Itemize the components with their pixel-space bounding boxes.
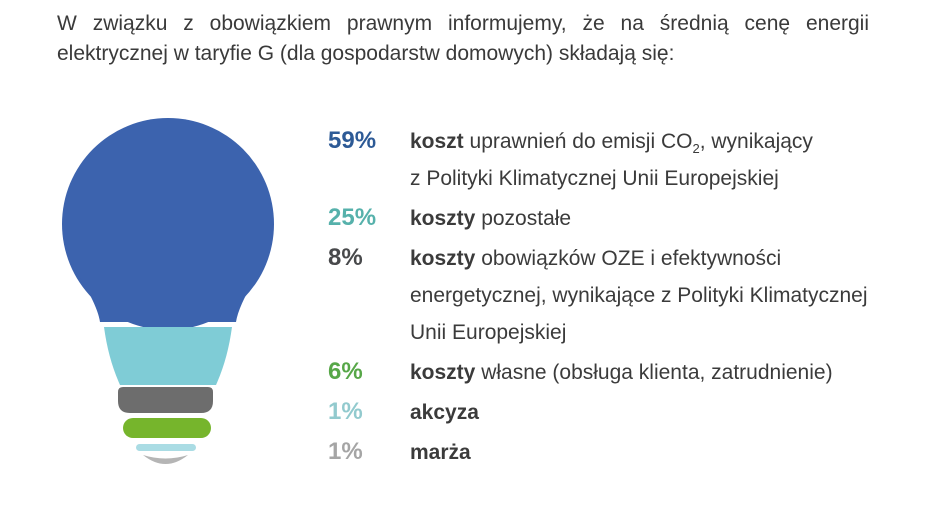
item-label-bold: koszty: [410, 207, 476, 230]
item-label-bold: koszty: [410, 247, 476, 270]
list-item: 1% akcyza: [328, 393, 893, 431]
item-label-bold: akcyza: [410, 401, 479, 424]
percent-value: 8%: [328, 244, 363, 271]
bulb-green-band-icon: [123, 418, 211, 438]
percent-value: 1%: [328, 438, 363, 465]
item-label: koszt uprawnień do emisji CO2, wynikając…: [410, 123, 813, 197]
list-item: 8% koszty obowiązków OZE i efektywności …: [328, 239, 893, 351]
item-label-text: , wynikający: [699, 130, 813, 153]
item-label-line: marża: [410, 434, 471, 471]
item-label-text: własne (obsługa klienta, zatrudnienie): [481, 361, 833, 384]
item-label-bold: koszty: [410, 361, 476, 384]
item-label-line: akcyza: [410, 394, 479, 431]
percent-value: 6%: [328, 358, 363, 385]
item-label-line: energetycznej, wynikające z Polityki Kli…: [410, 284, 868, 307]
intro-line-2: elektrycznej w taryfie G (dla gospodarst…: [57, 42, 675, 65]
item-label-bold: koszt: [410, 130, 464, 153]
percent-value: 1%: [328, 398, 363, 425]
item-label-line: koszty obowiązków OZE i efektywności: [410, 240, 868, 277]
item-label-text: obowiązków OZE i efektywności: [481, 247, 782, 270]
percent-value: 25%: [328, 204, 377, 231]
item-label-line: Unii Europejskiej: [410, 321, 567, 344]
list-item: 25% koszty pozostałe: [328, 199, 893, 237]
bulb-neck-icon: [104, 327, 232, 385]
item-label: koszty własne (obsługa klienta, zatrudni…: [410, 354, 833, 391]
item-label-text: pozostałe: [481, 207, 572, 230]
list-item: 1% marża: [328, 433, 893, 471]
item-label: koszty pozostałe: [410, 200, 571, 237]
item-label-line: koszty własne (obsługa klienta, zatrudni…: [410, 354, 833, 391]
item-label: koszty obowiązków OZE i efektywności ene…: [410, 240, 868, 351]
bulb-gray-band-icon: [118, 387, 213, 413]
list-item: 6% koszty własne (obsługa klienta, zatru…: [328, 353, 893, 391]
intro-paragraph: W związku z obowiązkiem prawnym informuj…: [57, 9, 869, 69]
bulb-globe-funnel-icon: [70, 262, 266, 322]
percent-value: 59%: [328, 127, 377, 154]
item-label-line: z Polityki Klimatycznej Unii Europejskie…: [410, 167, 779, 190]
item-label-line: koszty pozostałe: [410, 200, 571, 237]
bulb-base-arc-icon: [143, 455, 188, 464]
intro-line-1: W związku z obowiązkiem prawnym informuj…: [57, 12, 869, 35]
item-label-bold: marża: [410, 441, 471, 464]
co2-subscript: 2: [692, 141, 700, 157]
lightbulb-graphic: [62, 118, 274, 464]
cost-breakdown-list: 59% koszt uprawnień do emisji CO2, wynik…: [328, 122, 893, 473]
item-label-line: koszt uprawnień do emisji CO2, wynikając…: [410, 123, 813, 160]
bulb-light-teal-band-icon: [136, 444, 196, 451]
item-label-text: uprawnień do emisji CO: [469, 130, 693, 153]
item-label: marża: [410, 434, 471, 471]
list-item: 59% koszt uprawnień do emisji CO2, wynik…: [328, 122, 893, 197]
item-label: akcyza: [410, 394, 479, 431]
